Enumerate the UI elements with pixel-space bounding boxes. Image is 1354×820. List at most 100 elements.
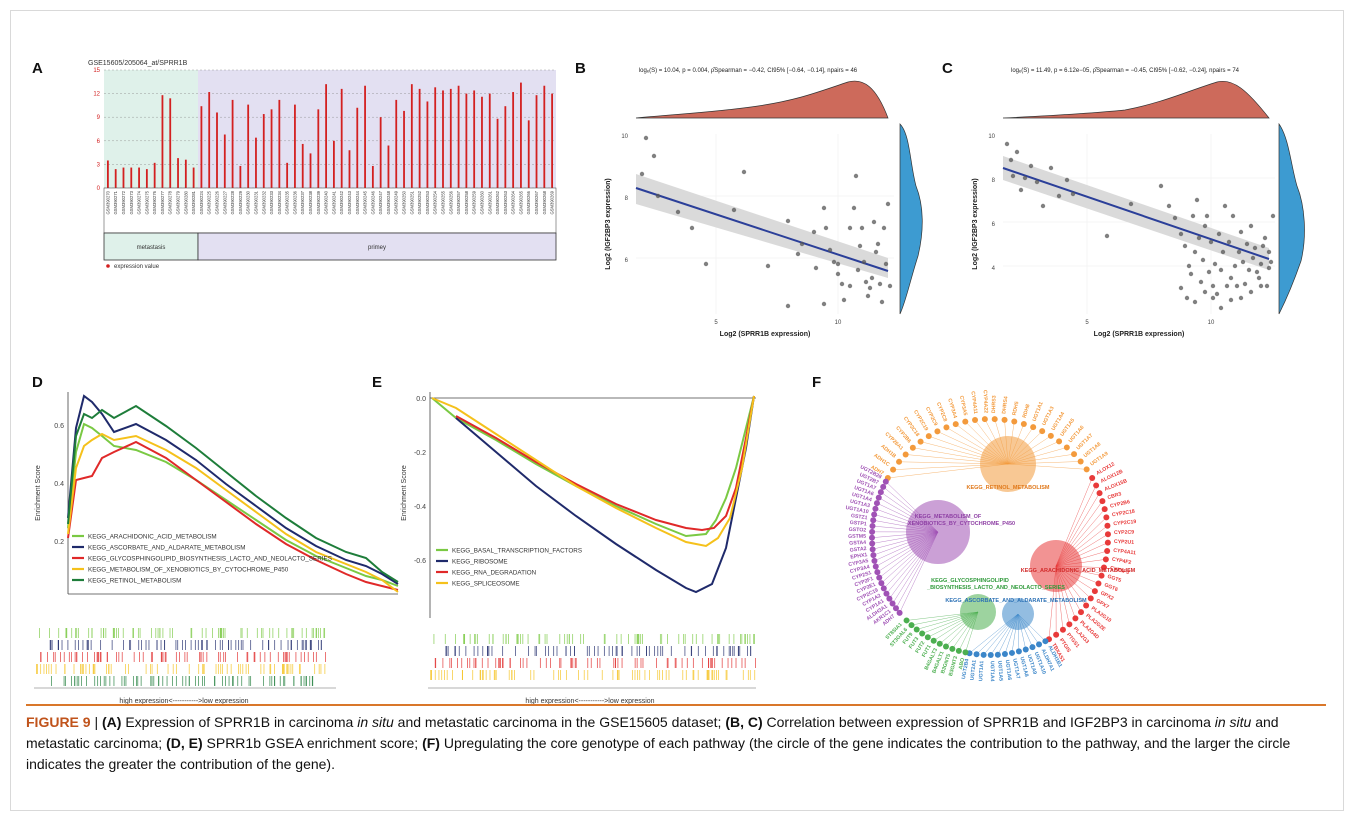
gene-node — [874, 569, 881, 576]
scatter-point — [1248, 223, 1254, 229]
panel-a-legend-marker — [106, 264, 110, 268]
scatter-point — [689, 225, 695, 231]
panel-a-bar — [325, 84, 328, 188]
panel-a-sample-label: GSM390244 — [355, 190, 360, 214]
scatter-point — [1252, 245, 1258, 251]
gene-node — [1087, 595, 1094, 602]
gene-node — [878, 580, 885, 587]
panel-a-sample-label: GSM390275 — [144, 190, 149, 214]
gene-node — [889, 600, 896, 607]
scatter-point — [1212, 261, 1218, 267]
caption-text: FIGURE 9 | (A) Expression of SPRR1B in c… — [26, 712, 1326, 775]
panel-a-sample-label: GSM390266 — [526, 190, 531, 214]
gene-node — [870, 552, 877, 559]
gene-node — [909, 444, 916, 451]
scatter-point — [1188, 271, 1194, 277]
legend-label: KEGG_ARACHIDONIC_ACID_METABOLISM — [88, 534, 217, 541]
gene-node — [872, 563, 879, 570]
scatter-point — [1234, 283, 1240, 289]
panel-a-sample-label: GSM390268 — [542, 190, 547, 214]
panel-f-hub-ascorbate — [1002, 598, 1034, 630]
scatter-point — [1004, 141, 1010, 147]
gene-node — [892, 605, 899, 612]
panel-a-sample-label: GSM390252 — [417, 190, 422, 214]
panel-a-bar — [270, 109, 273, 188]
scatter-point — [841, 297, 847, 303]
gene-node — [1042, 638, 1049, 645]
panel-d-ytick: 0.4 — [54, 481, 64, 488]
gene-node — [1083, 602, 1090, 609]
panel-a-sample-strip — [103, 187, 557, 234]
gene-node — [1015, 648, 1022, 655]
scatter-point — [643, 135, 649, 141]
scatter-point — [847, 225, 853, 231]
scatter-point — [785, 218, 791, 224]
panel-f-network: ADH7ADH1CADH1BCYP26A1CYP2B6CYP2C18CYP2C1… — [845, 390, 1137, 682]
panel-a-sample-label: GSM390246 — [370, 190, 375, 214]
gene-node — [908, 622, 915, 629]
gene-label: UGT2A1 — [970, 660, 978, 681]
panel-a-bar — [418, 88, 421, 188]
scatter-point — [867, 285, 873, 291]
scatter-point — [1070, 191, 1076, 197]
scatter-point — [675, 209, 681, 215]
gene-label: CYP2C18 — [1112, 509, 1136, 519]
panel-a-bar — [434, 87, 437, 188]
gene-node — [1101, 506, 1108, 513]
panel-a-sample-label: GSM390257 — [456, 190, 461, 214]
scatter-point — [861, 259, 867, 265]
panel-a-bar — [262, 114, 265, 188]
caption-segment: Expression of SPRR1B in carcinoma — [121, 714, 358, 730]
panel-b-xlabel: Log2 (SPRR1B expression) — [720, 331, 811, 338]
panel-a-sample-label: GSM390280 — [183, 190, 188, 214]
legend-label: KEGG_SPLICEOSOME — [452, 581, 520, 588]
gene-node — [1020, 420, 1027, 427]
gene-node — [903, 617, 910, 624]
gene-label: CYP3A4 — [849, 564, 870, 575]
gene-node — [869, 546, 876, 553]
panel-a-bar-chart: GSE15605/205064_at/SPRR1B 15 12 9 6 3 0 GSM39… — [88, 60, 557, 270]
scatter-point — [1216, 231, 1222, 237]
scatter-point — [1228, 297, 1234, 303]
gene-node — [869, 534, 876, 541]
panel-a-sample-label: GSM390231 — [253, 190, 258, 214]
panel-a-sample-label: GSM390274 — [137, 190, 142, 214]
scatter-point — [1128, 201, 1134, 207]
gene-label: GPX2 — [1099, 590, 1114, 602]
gene-node — [943, 424, 950, 431]
gene-label: DHRS3 — [991, 395, 998, 413]
panel-letter-c: C — [942, 60, 953, 77]
scatter-point — [821, 205, 827, 211]
panel-a-bar — [551, 93, 554, 188]
scatter-point — [1238, 229, 1244, 235]
scatter-point — [835, 261, 841, 267]
panel-a-sample-label: GSM390260 — [479, 190, 484, 214]
gene-label: GGT5 — [1107, 574, 1122, 584]
gene-node — [934, 428, 941, 435]
gene-label: UGT1A10 — [845, 505, 869, 515]
panel-f-gene-nodes: ADH7ADH1CADH1BCYP26A1CYP2B6CYP2C18CYP2C1… — [845, 390, 1137, 682]
gene-label: CYP3A5 — [848, 558, 869, 568]
scatter-point — [1206, 269, 1212, 275]
scatter-point — [1048, 165, 1054, 171]
panel-a-sample-label: GSM390271 — [113, 190, 118, 214]
panel-d-curve-retinol — [67, 404, 399, 583]
gene-label: RDH8 — [1022, 403, 1032, 418]
scatter-point — [1178, 231, 1184, 237]
gene-node — [896, 458, 903, 465]
panel-a-sample-label: GSM390267 — [534, 190, 539, 214]
scatter-point — [1190, 213, 1196, 219]
gene-label: CYP4A11 — [969, 391, 978, 414]
scatter-point — [731, 207, 737, 213]
gene-node — [1083, 466, 1090, 473]
caption-ref: (F) — [422, 735, 440, 751]
panel-letter-b: B — [575, 60, 586, 77]
gene-label: CYP2S1 — [851, 570, 872, 582]
gene-label: UGT1A6 — [1004, 659, 1013, 680]
panel-e-curve-ribosome — [455, 395, 755, 594]
panel-a-bar — [309, 153, 312, 188]
panel-a-sample-label: GSM390226 — [215, 190, 220, 214]
panel-f-hub-label: KEGG_ASCORBATE_AND_ALDARATE_METABOLISM — [945, 598, 1087, 604]
panel-a-bar — [138, 167, 140, 188]
gene-node — [1095, 580, 1102, 587]
